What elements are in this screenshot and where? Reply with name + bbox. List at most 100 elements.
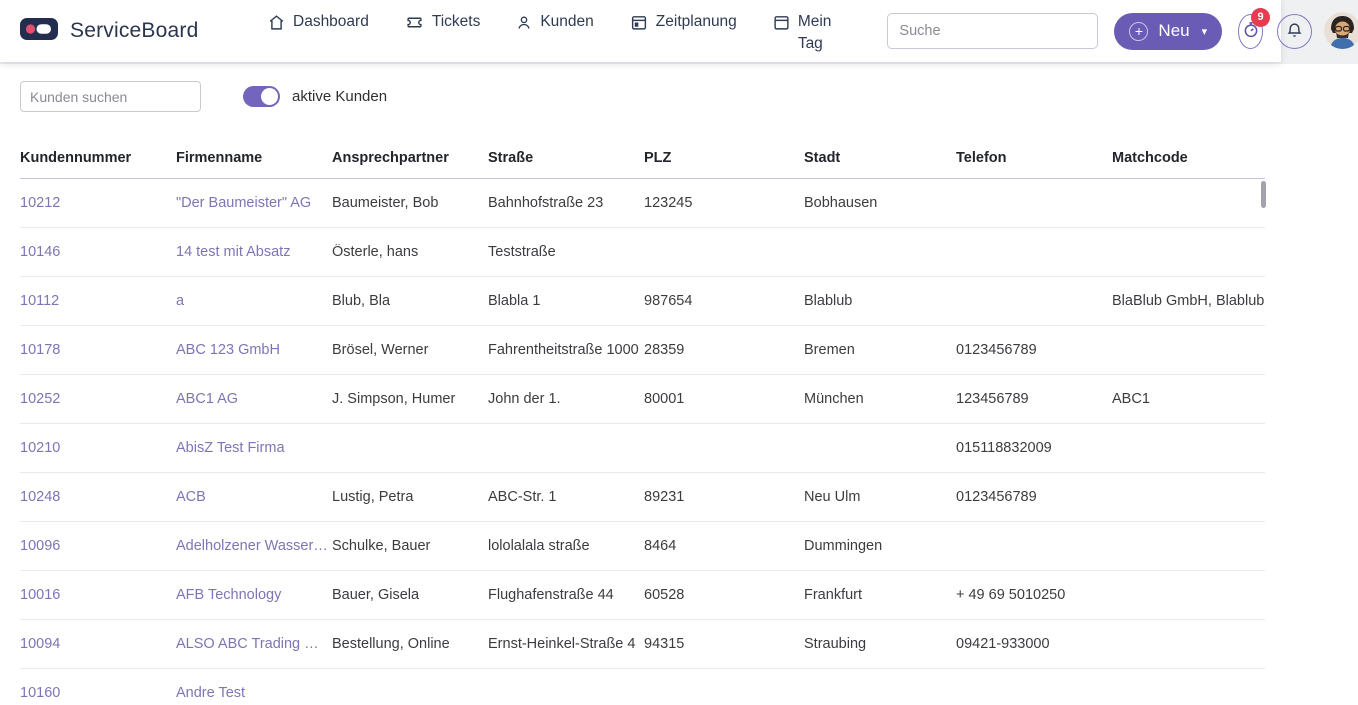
table-row[interactable]: 10248 ACB Lustig, Petra ABC-Str. 1 89231 Neu … <box>20 473 1265 522</box>
cell-kundennummer[interactable]: 10096 <box>20 538 61 554</box>
cell-telefon: 015118832009 <box>956 440 1052 456</box>
cell-strasse: ABC-Str. 1 <box>488 489 557 505</box>
timer-badge: 9 <box>1251 7 1270 27</box>
cell-matchcode: BlaBlub GmbH, Blablub <box>1112 293 1265 309</box>
table-row[interactable]: 10178 ABC 123 GmbH Brösel, Werner Fahrenthe… <box>20 326 1265 375</box>
cell-kundennummer[interactable]: 10248 <box>20 489 61 505</box>
cell-kundennummer[interactable]: 10252 <box>20 391 61 407</box>
cell-plz: 60528 <box>644 587 685 603</box>
toggle-label: aktive Kunden <box>292 88 388 105</box>
timer-button[interactable]: 9 <box>1238 7 1270 49</box>
active-customers-toggle[interactable] <box>243 86 280 107</box>
cell-firmenname[interactable]: ACB <box>176 489 206 505</box>
cell-firmenname[interactable]: AbisZ Test Firma <box>176 440 285 456</box>
cell-ansprechpartner: J. Simpson, Humer <box>332 391 456 407</box>
cell-firmenname[interactable]: "Der Baumeister" AG <box>176 195 312 211</box>
column-header-stadt: Stadt <box>804 150 841 166</box>
cell-firmenname[interactable]: ABC1 AG <box>176 391 239 407</box>
cell-telefon: + 49 69 5010250 <box>956 587 1066 603</box>
table-row[interactable]: 10146 14 test mit Absatz Österle, hans Test… <box>20 228 1265 277</box>
table-row[interactable]: 10160 Andre Test <box>20 669 1265 705</box>
table-row[interactable]: 10016 AFB Technology Bauer, Gisela Flughafe… <box>20 571 1265 620</box>
notifications-button[interactable] <box>1277 14 1312 49</box>
cell-stadt: Bobhausen <box>804 195 878 211</box>
table-row[interactable]: 10210 AbisZ Test Firma 015118832009 <box>20 424 1265 473</box>
cell-kundennummer[interactable]: 10210 <box>20 440 61 456</box>
customer-search-input[interactable] <box>20 81 201 112</box>
cell-firmenname[interactable]: Andre Test <box>176 685 246 701</box>
toggle-knob <box>261 88 278 105</box>
new-button[interactable]: + Neu ▾ <box>1114 12 1223 50</box>
table-row[interactable]: 10212 "Der Baumeister" AG Baumeister, Bob B… <box>20 179 1265 228</box>
cell-firmenname[interactable]: AFB Technology <box>176 587 282 603</box>
cell-ansprechpartner: Brösel, Werner <box>332 342 429 358</box>
table-row[interactable]: 10112 a Blub, Bla Blabla 1 987654 Blablub BlaB… <box>20 277 1265 326</box>
nav-label: Tickets <box>431 13 481 30</box>
chevron-down-icon: ▾ <box>1201 25 1208 38</box>
table-row[interactable]: 10096 Adelholzener Wasser… Schulke, Bauer l… <box>20 522 1265 571</box>
cell-telefon: 0123456789 <box>956 489 1037 505</box>
user-icon <box>516 11 532 38</box>
customer-table: Kundennummer Firmenname Ansprechpartner … <box>20 138 1266 705</box>
cell-strasse: Fahrentheitstraße 1000 <box>488 342 639 358</box>
cell-plz: 28359 <box>644 342 685 358</box>
table-header-row: Kundennummer Firmenname Ansprechpartner … <box>20 138 1265 178</box>
column-header-matchcode: Matchcode <box>1112 150 1188 166</box>
cell-kundennummer[interactable]: 10112 <box>20 293 60 309</box>
app-title: ServiceBoard <box>70 19 199 42</box>
cell-stadt: Neu Ulm <box>804 489 861 505</box>
cell-plz: 987654 <box>644 293 693 309</box>
cell-ansprechpartner: Baumeister, Bob <box>332 195 439 211</box>
nav-item-zeitplanung[interactable]: Zeitplanung <box>630 11 737 38</box>
stopwatch-icon <box>1242 21 1260 42</box>
cell-stadt: Straubing <box>804 636 867 652</box>
cell-stadt: Blablub <box>804 293 853 309</box>
cell-plz: 123245 <box>644 195 693 211</box>
cell-kundennummer[interactable]: 10178 <box>20 342 61 358</box>
bell-icon <box>1286 22 1303 42</box>
cell-ansprechpartner: Blub, Bla <box>332 293 391 309</box>
column-header-kundennummer: Kundennummer <box>20 150 132 166</box>
cell-firmenname[interactable]: Adelholzener Wasser… <box>176 538 328 554</box>
column-header-plz: PLZ <box>644 150 672 166</box>
cell-kundennummer[interactable]: 10160 <box>20 685 61 701</box>
cell-strasse: Bahnhofstraße 23 <box>488 195 604 211</box>
cell-stadt: Frankfurt <box>804 587 863 603</box>
cell-ansprechpartner: Österle, hans <box>332 244 419 260</box>
cell-plz: 89231 <box>644 489 685 505</box>
cell-firmenname[interactable]: ALSO ABC Trading … <box>176 636 319 652</box>
table-row[interactable]: 10252 ABC1 AG J. Simpson, Humer John der 1.… <box>20 375 1265 424</box>
cell-strasse: Blabla 1 <box>488 293 541 309</box>
cell-strasse: Ernst-Heinkel-Straße 4 <box>488 636 636 652</box>
home-icon <box>268 11 285 38</box>
cell-firmenname[interactable]: ABC 123 GmbH <box>176 342 280 358</box>
cell-telefon: 123456789 <box>956 391 1029 407</box>
nav-label: Dashboard <box>293 13 369 30</box>
cell-plz: 80001 <box>644 391 685 407</box>
cell-ansprechpartner: Bauer, Gisela <box>332 587 420 603</box>
nav-label: Kunden <box>540 13 594 30</box>
avatar[interactable] <box>1324 12 1358 49</box>
cell-stadt: München <box>804 391 864 407</box>
calendar-grid-icon <box>630 11 648 38</box>
cell-firmenname[interactable]: 14 test mit Absatz <box>176 244 291 260</box>
nav-item-dashboard[interactable]: Dashboard <box>268 11 369 38</box>
cell-kundennummer[interactable]: 10016 <box>20 587 61 603</box>
cell-stadt: Dummingen <box>804 538 883 554</box>
cell-kundennummer[interactable]: 10146 <box>20 244 61 260</box>
cell-firmenname[interactable]: a <box>176 293 185 309</box>
global-search-input[interactable] <box>887 13 1099 49</box>
nav-label: Zeitplanung <box>655 13 737 30</box>
brand[interactable]: ServiceBoard <box>20 17 220 45</box>
vertical-scrollbar-thumb[interactable] <box>1261 181 1266 208</box>
cell-kundennummer[interactable]: 10094 <box>20 636 61 652</box>
cell-matchcode: ABC1 <box>1112 391 1150 407</box>
nav-item-mein-tag[interactable]: Mein Tag <box>773 11 831 55</box>
table-row[interactable]: 10094 ALSO ABC Trading … Bestellung, Onlin… <box>20 620 1265 669</box>
column-header-ansprechpartner: Ansprechpartner <box>332 150 449 166</box>
nav-item-kunden[interactable]: Kunden <box>516 11 594 38</box>
nav-item-tickets[interactable]: Tickets <box>405 11 481 38</box>
cell-kundennummer[interactable]: 10212 <box>20 195 61 211</box>
cell-strasse: Teststraße <box>488 244 556 260</box>
cell-strasse: John der 1. <box>488 391 561 407</box>
